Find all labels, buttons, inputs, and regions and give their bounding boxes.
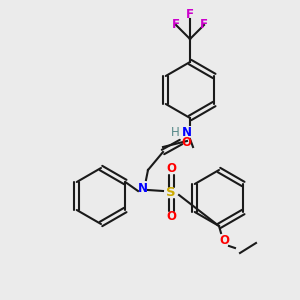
Text: O: O — [166, 211, 176, 224]
Text: O: O — [219, 235, 229, 248]
Text: O: O — [181, 136, 191, 148]
Text: H: H — [171, 127, 180, 140]
Text: O: O — [166, 163, 176, 176]
Text: N: N — [138, 182, 148, 194]
Text: F: F — [200, 19, 208, 32]
Text: F: F — [186, 8, 194, 20]
Text: N: N — [182, 127, 192, 140]
Text: F: F — [172, 19, 180, 32]
Text: S: S — [166, 187, 176, 200]
